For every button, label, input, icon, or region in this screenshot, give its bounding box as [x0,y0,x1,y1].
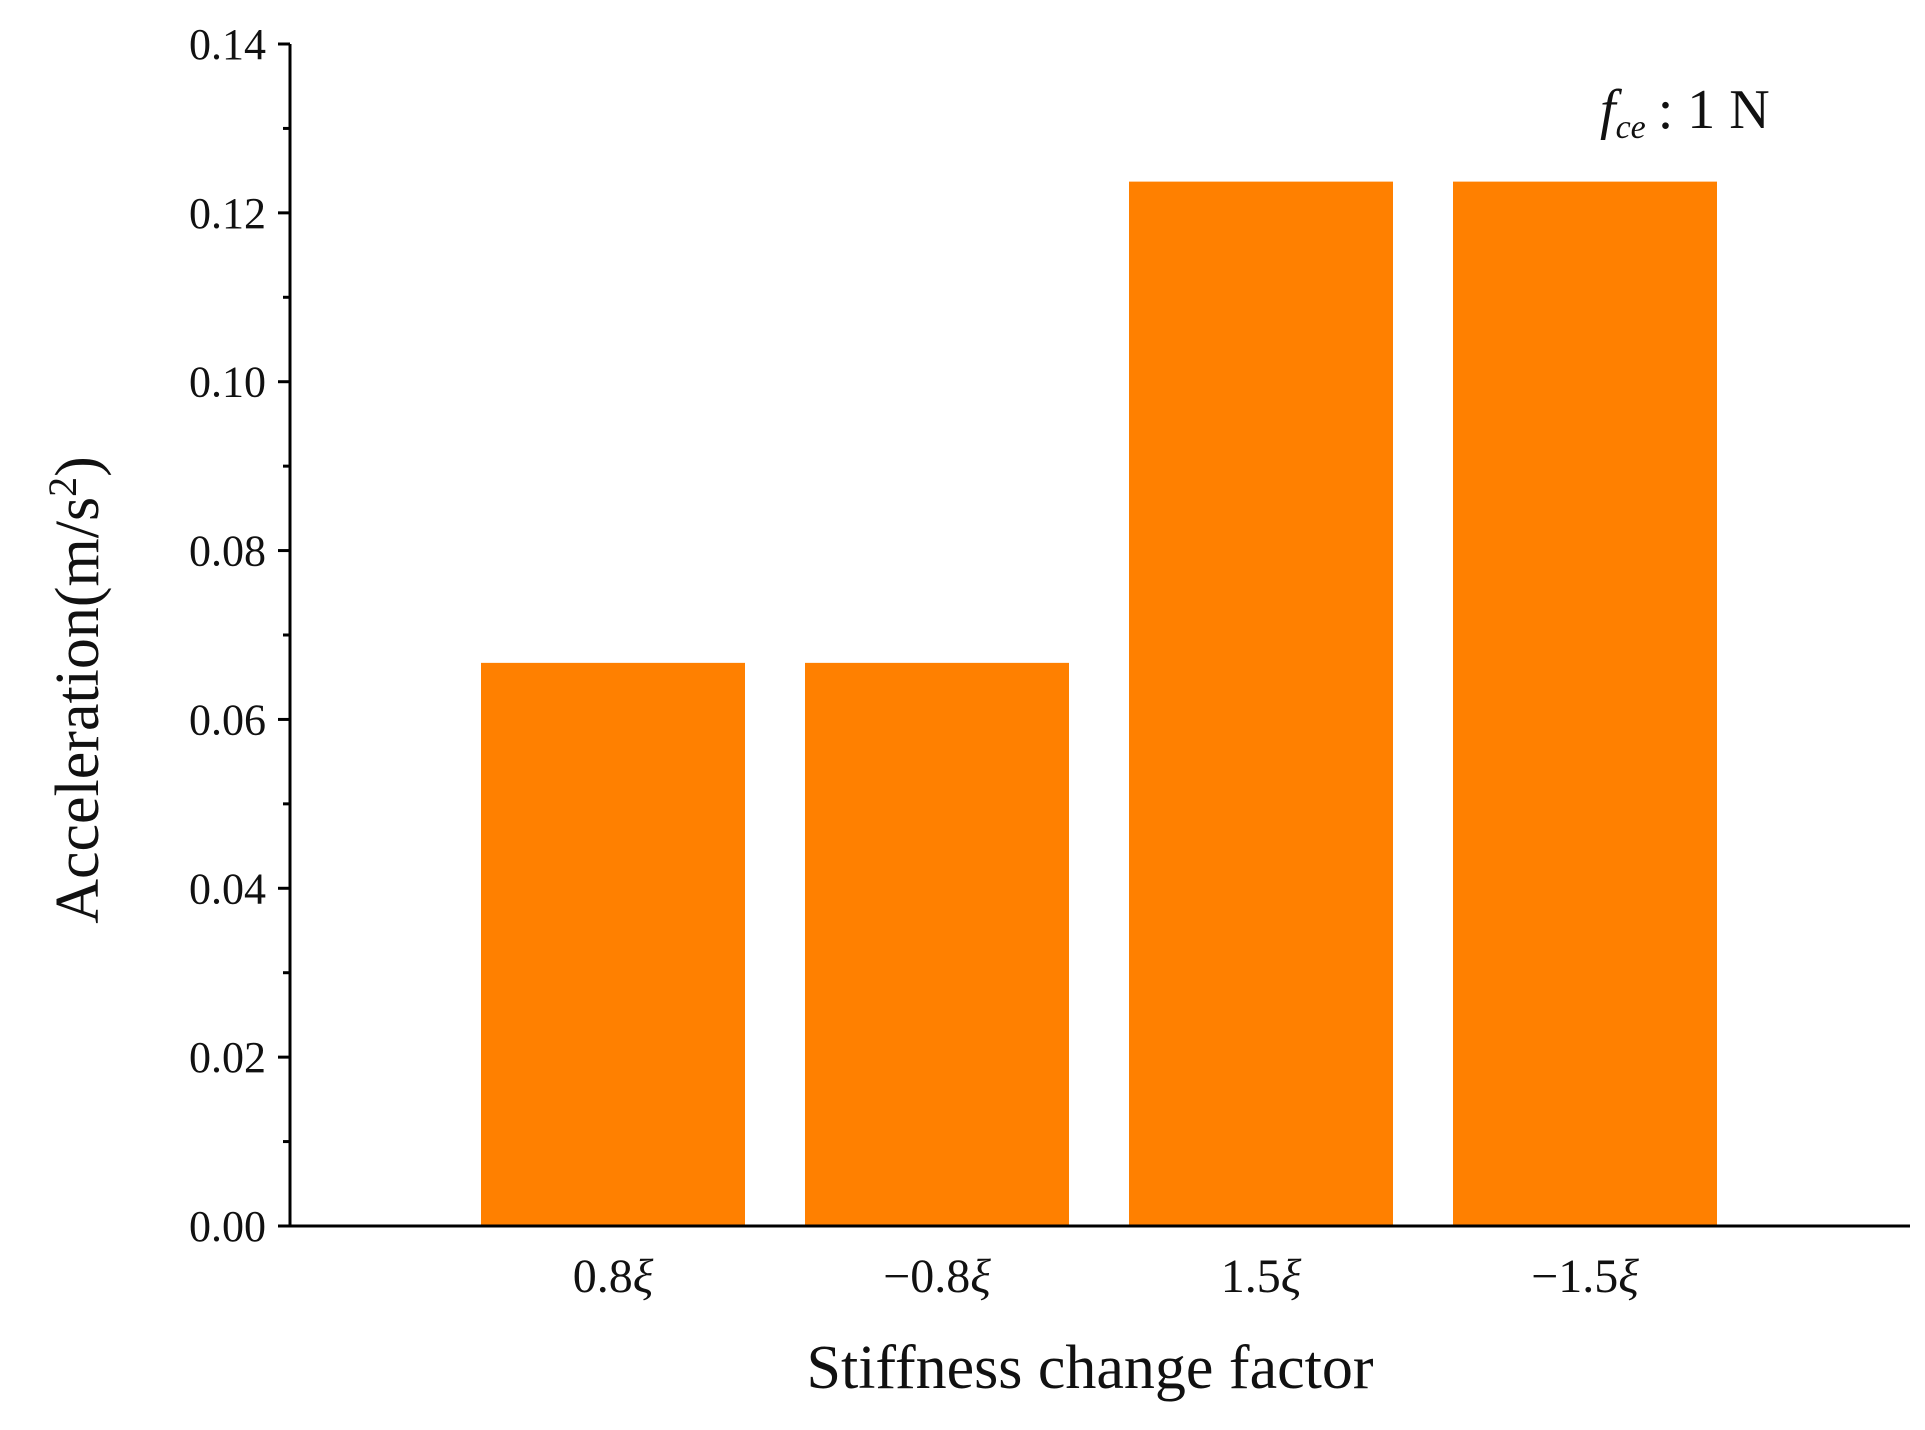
x-category-label: 1.5ξ [1221,1250,1302,1303]
y-tick-label: 0.04 [189,864,266,913]
x-category-label: 0.8ξ [573,1250,654,1303]
y-ticks-group: 0.00 0.02 0.04 0.06 0.08 0.10 0.12 0.14 [189,20,290,1251]
y-axis-title-superscript: 2 [40,477,85,497]
x-category-label: −0.8ξ [883,1250,991,1303]
bars-group [481,181,1717,1227]
bar-1 [481,662,745,1226]
bar-2 [805,662,1069,1226]
x-axis-title: Stiffness change factor [807,1334,1374,1402]
y-tick-label: 0.06 [189,695,266,744]
force-annotation: fce: 1 N [1600,79,1770,146]
y-tick-label: 0.12 [189,189,266,238]
x-category-labels: 0.8ξ −0.8ξ 1.5ξ −1.5ξ [573,1250,1640,1303]
x-category-label: −1.5ξ [1531,1250,1639,1303]
y-tick-label: 0.08 [189,527,266,576]
y-tick-label: 0.02 [189,1033,266,1082]
bar-4 [1453,181,1717,1227]
annotation-value: : 1 N [1658,79,1770,141]
y-axis-title: Acceleration(m/s2) [40,456,113,924]
y-tick-label: 0.10 [189,358,266,407]
annotation-subscript: ce [1616,109,1646,146]
bar-3 [1129,181,1393,1227]
y-tick-label: 0.00 [189,1202,266,1251]
y-axis-title-text: Acceleration(m/s [44,497,112,924]
y-tick-label: 0.14 [189,20,266,69]
y-axis-title-tail: ) [44,456,112,477]
